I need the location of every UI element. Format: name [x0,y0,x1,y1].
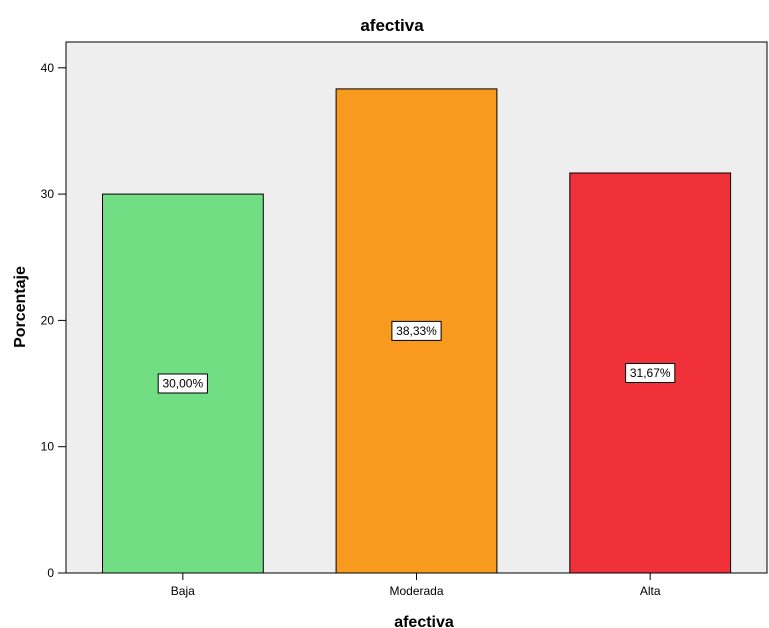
data-label-box [391,320,442,341]
y-tick-label: 30 [41,187,55,201]
y-tick-label: 40 [41,61,55,75]
y-tick-label: 10 [41,440,55,454]
x-axis: Baja Moderada Alta [171,573,661,598]
x-tick-label: Baja [171,584,195,598]
y-axis-label: Porcentaje [12,266,29,348]
data-label-box [625,363,676,383]
data-label: 31,67% [630,366,671,380]
x-axis-label: afectiva [394,614,454,628]
chart-title: afectiva [360,16,424,35]
data-label: 30,00% [162,377,203,391]
y-axis: 0 10 20 30 40 [41,61,66,580]
x-tick-label: Alta [640,584,661,598]
data-label: 38,33% [396,324,437,338]
bars-group: 30,00% 38,33% 31,67% [102,88,732,574]
y-tick-label: 0 [47,566,54,580]
y-tick-label: 20 [41,313,55,327]
x-tick-label: Moderada [389,584,443,598]
data-label-box [157,373,208,394]
